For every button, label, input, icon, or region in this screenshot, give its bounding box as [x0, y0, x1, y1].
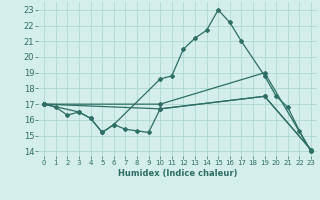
X-axis label: Humidex (Indice chaleur): Humidex (Indice chaleur) [118, 169, 237, 178]
